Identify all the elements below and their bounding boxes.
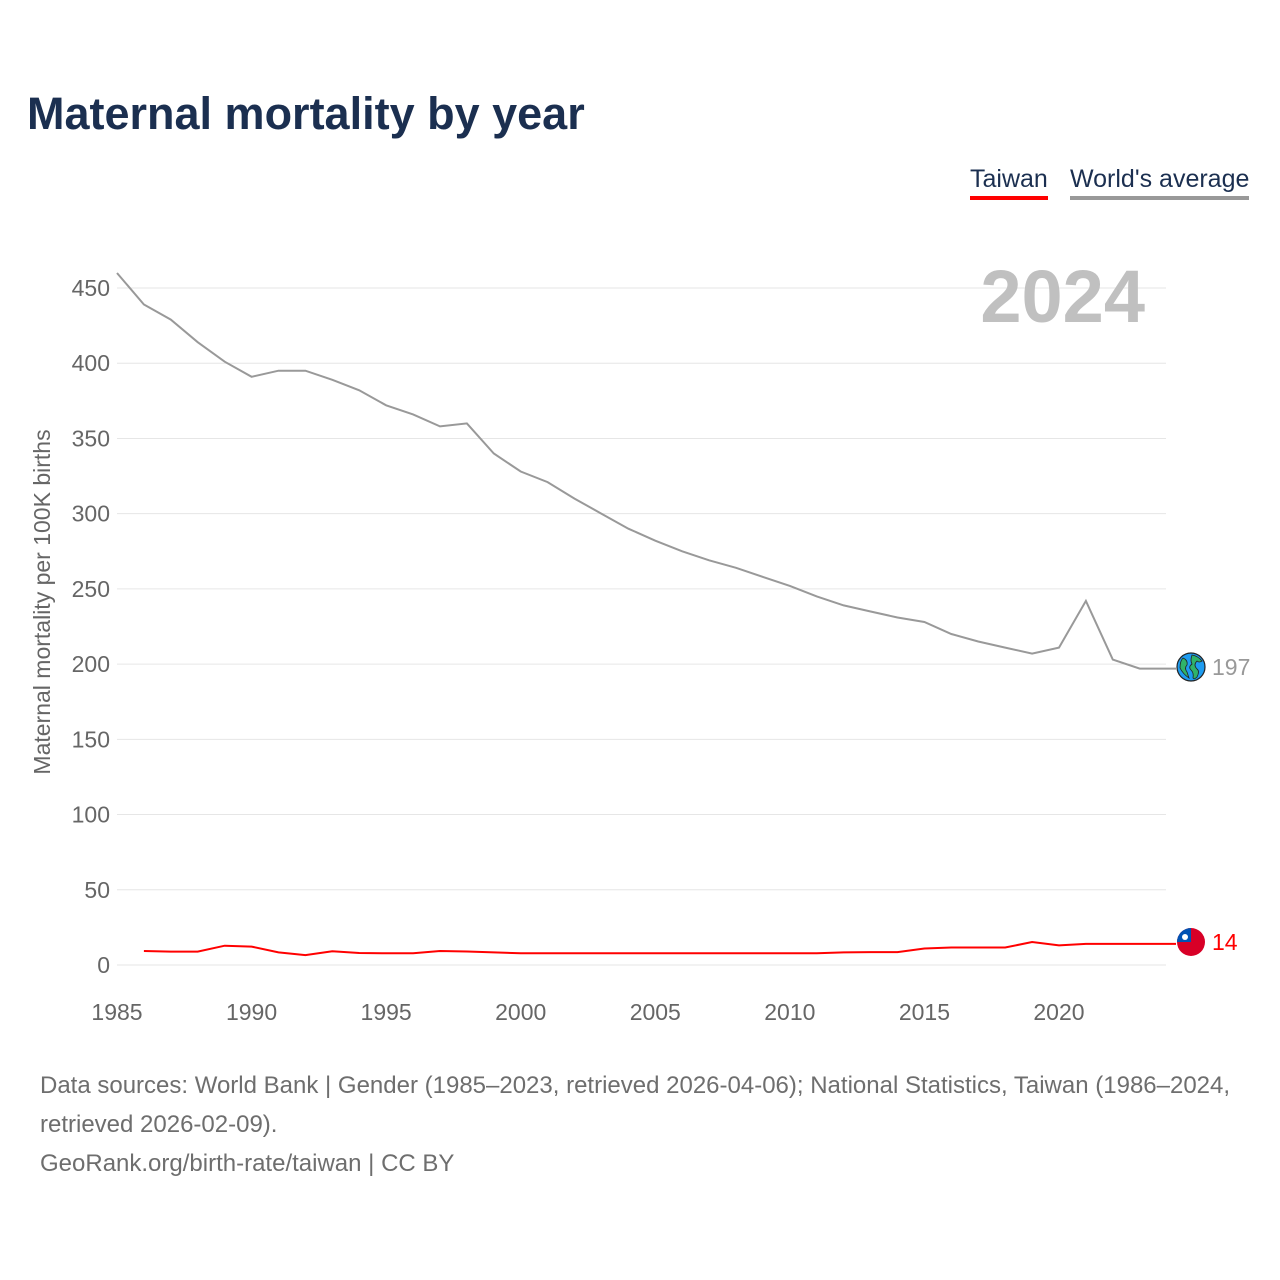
footer: Data sources: World Bank | Gender (1985–…	[40, 1066, 1240, 1183]
y-tick-label: 0	[97, 952, 110, 978]
y-tick-label: 50	[84, 877, 110, 903]
data-sources: Data sources: World Bank | Gender (1985–…	[40, 1072, 1231, 1138]
globe-icon	[1176, 652, 1206, 682]
x-tick-label: 1985	[91, 999, 142, 1025]
credit-link[interactable]: GeoRank.org/birth-rate/taiwan | CC BY	[40, 1150, 455, 1177]
taiwan-line	[143, 940, 1176, 957]
x-tick-label: 1995	[361, 999, 412, 1025]
world-end-value: 197	[1212, 654, 1250, 680]
x-tick-label: 2015	[899, 999, 950, 1025]
x-tick-label: 2000	[495, 999, 546, 1025]
y-axis-label: Maternal mortality per 100K births	[29, 429, 55, 774]
taiwan-flag-icon	[1177, 928, 1205, 956]
x-tick-label: 2010	[764, 999, 815, 1025]
y-tick-label: 400	[72, 350, 110, 376]
x-tick-label: 2020	[1033, 999, 1084, 1025]
taiwan-end-value: 14	[1212, 929, 1238, 955]
x-tick-label: 1990	[226, 999, 277, 1025]
y-tick-label: 300	[72, 501, 110, 527]
y-tick-label: 450	[72, 275, 110, 301]
y-tick-label: 350	[72, 425, 110, 451]
current-year-label: 2024	[980, 255, 1145, 338]
y-tick-label: 250	[72, 576, 110, 602]
legend-world-average[interactable]: World's average	[1070, 165, 1250, 200]
legend-taiwan[interactable]: Taiwan	[970, 165, 1048, 200]
chart-title: Maternal mortality by year	[27, 88, 585, 139]
world-average-line	[116, 272, 1176, 670]
y-tick-label: 150	[72, 726, 110, 752]
y-tick-label: 200	[72, 651, 110, 677]
y-tick-label: 100	[72, 802, 110, 828]
x-tick-label: 2005	[630, 999, 681, 1025]
